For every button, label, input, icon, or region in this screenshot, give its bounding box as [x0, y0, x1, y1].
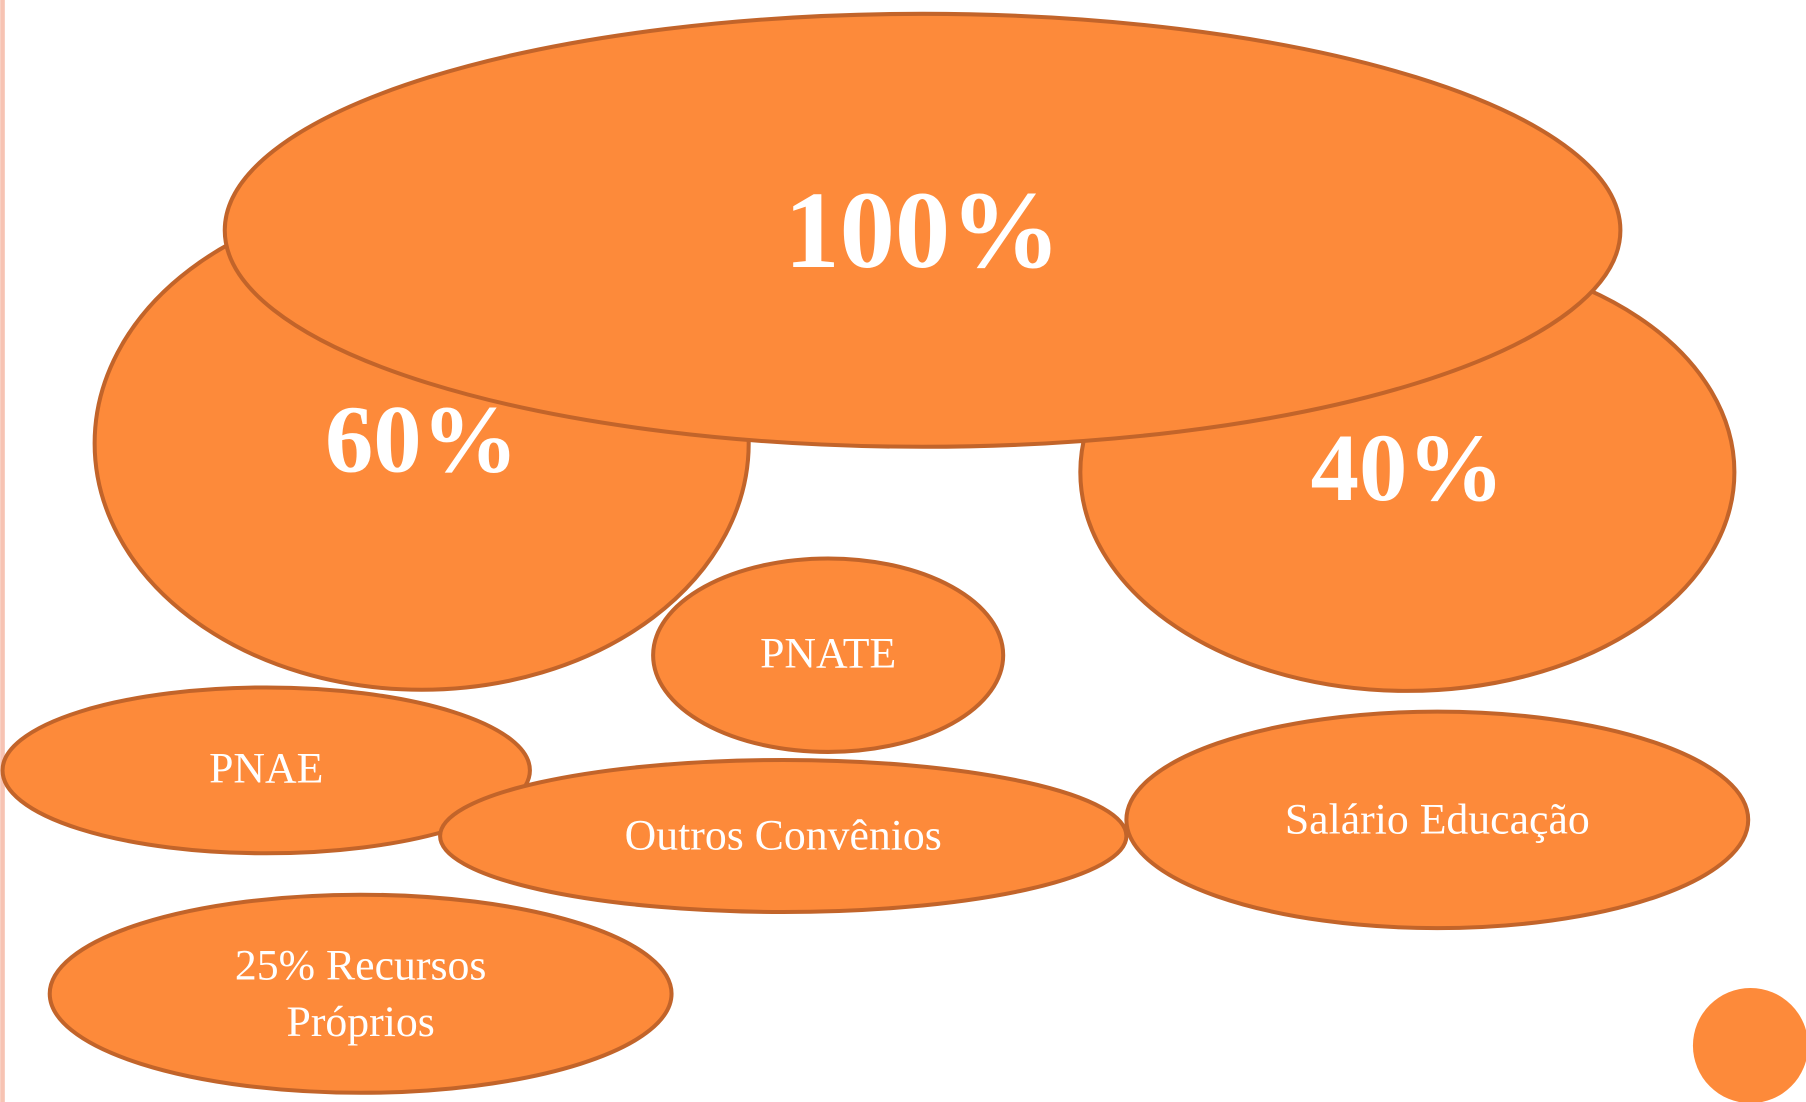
label-recursos-2: Próprios	[286, 998, 434, 1046]
left-edge	[0, 0, 5, 1102]
label-outros: Outros Convênios	[625, 812, 942, 860]
node-pnate	[651, 556, 1006, 754]
label-60: 60%	[325, 385, 518, 492]
node-pnae	[0, 685, 532, 856]
label-pnae: PNAE	[209, 745, 323, 793]
corner-dot	[1692, 988, 1806, 1102]
label-pnate: PNATE	[760, 630, 896, 678]
node-100	[222, 11, 1623, 449]
node-outros	[438, 757, 1129, 915]
label-100: 100%	[784, 168, 1060, 291]
label-40: 40%	[1311, 414, 1504, 521]
label-recursos-1: 25% Recursos	[235, 942, 487, 990]
node-recursos	[47, 892, 674, 1095]
node-salario	[1124, 709, 1751, 931]
label-salario: Salário Educação	[1285, 795, 1590, 843]
